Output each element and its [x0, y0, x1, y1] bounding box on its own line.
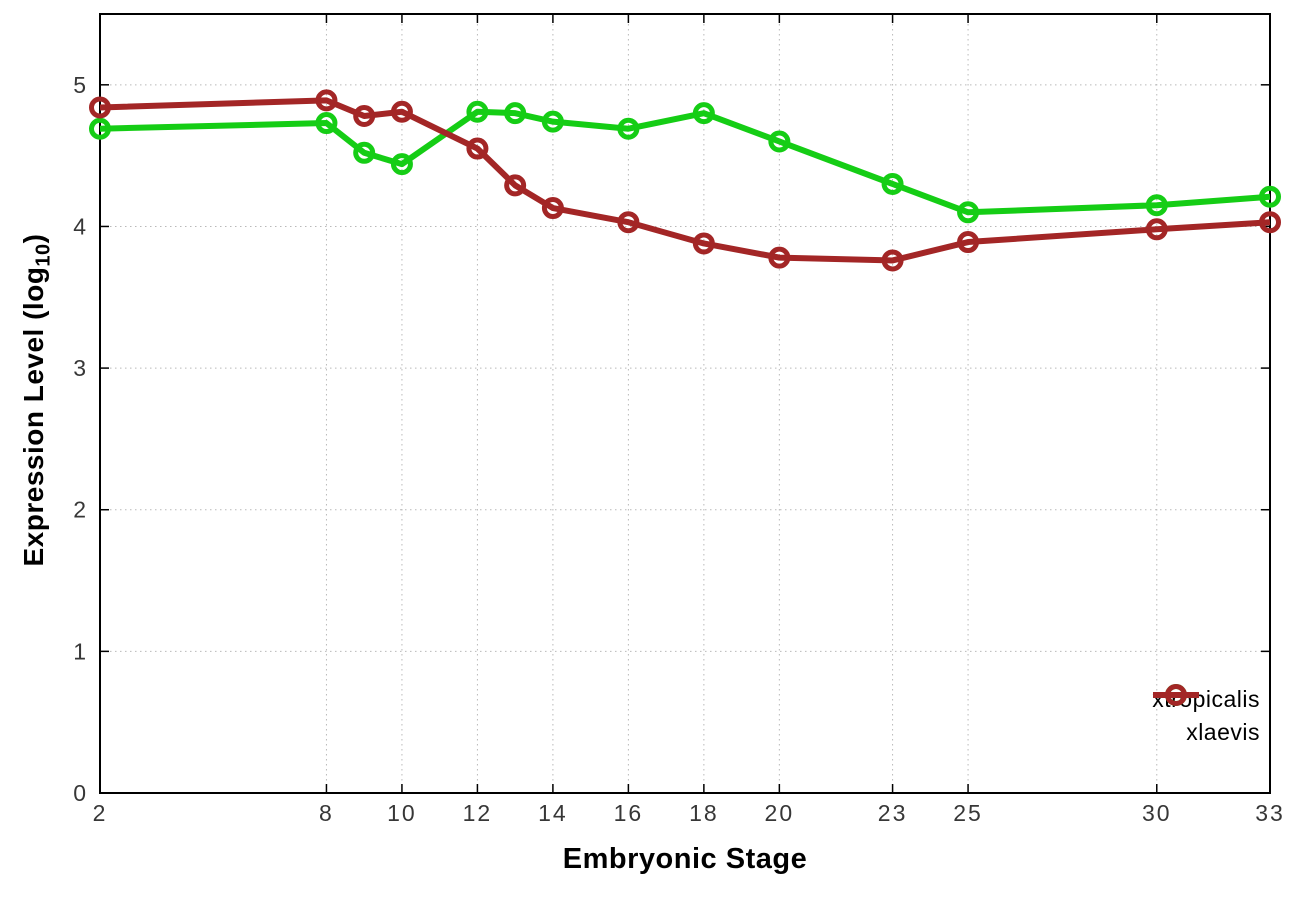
y-tick-label-4: 4 [73, 213, 88, 239]
x-tick-label-18: 18 [689, 800, 719, 826]
data-point-xtropicalis-25 [957, 201, 980, 224]
data-point-xlaevis-13 [504, 174, 527, 197]
y-tick-label-1: 1 [73, 638, 88, 664]
data-point-xtropicalis-13 [504, 102, 527, 125]
data-point-xtropicalis-14 [541, 110, 564, 133]
legend-point-sample [1165, 684, 1188, 706]
y-tick-label-2: 2 [73, 497, 88, 523]
data-point-xlaevis-20 [768, 246, 791, 269]
plot-border [99, 13, 1271, 794]
y-tick-label-5: 5 [73, 72, 88, 98]
data-point-xlaevis-16 [617, 211, 640, 234]
data-point-xtropicalis-10 [390, 153, 413, 176]
legend: xtropicalis xlaevis [1152, 683, 1260, 749]
data-point-xlaevis-18 [692, 232, 715, 255]
x-tick-label-10: 10 [387, 800, 417, 826]
x-tick-label-23: 23 [878, 800, 908, 826]
data-point-xtropicalis-16 [617, 117, 640, 140]
x-tick-label-12: 12 [463, 800, 493, 826]
x-tick-label-2: 2 [93, 800, 108, 826]
x-tick-label-14: 14 [538, 800, 568, 826]
data-point-xtropicalis-8 [315, 112, 338, 135]
legend-label-xlaevis: xlaevis [1186, 719, 1260, 745]
y-axis-title-text: Expression Level (log [18, 266, 49, 567]
data-point-xtropicalis-30 [1145, 194, 1168, 217]
x-tick-label-25: 25 [953, 800, 983, 826]
data-point-xlaevis-25 [957, 231, 980, 254]
data-point-xtropicalis-2 [89, 117, 111, 140]
x-tick-label-16: 16 [614, 800, 644, 826]
data-point-xlaevis-14 [541, 197, 564, 220]
y-axis-title-subscript: 10 [32, 243, 55, 267]
series-line-xtropicalis [99, 108, 1271, 216]
data-point-xlaevis-30 [1145, 218, 1168, 241]
data-point-xtropicalis-12 [466, 100, 489, 123]
data-point-xlaevis-2 [89, 96, 111, 119]
x-tick-label-20: 20 [765, 800, 795, 826]
x-tick-label-8: 8 [319, 800, 334, 826]
legend-marker-xlaevis-icon [1153, 684, 1200, 706]
y-tick-label-3: 3 [73, 355, 88, 381]
legend-item-xlaevis: xlaevis [1152, 684, 1260, 749]
data-point-xtropicalis-33 [1259, 185, 1281, 208]
y-tick-label-0: 0 [73, 780, 88, 806]
y-axis-title: Expression Level (log10) [17, 190, 55, 610]
y-axis-title-suffix: ) [18, 233, 49, 244]
x-axis-title: Embryonic Stage [562, 843, 808, 875]
data-point-xtropicalis-23 [881, 172, 904, 195]
data-point-xlaevis-10 [390, 100, 413, 123]
data-point-xlaevis-8 [315, 89, 338, 112]
data-point-xlaevis-23 [881, 249, 904, 272]
data-point-xlaevis-12 [466, 137, 489, 160]
data-point-xtropicalis-20 [768, 130, 791, 153]
data-point-xlaevis-9 [353, 104, 376, 127]
x-tick-label-30: 30 [1142, 800, 1172, 826]
data-point-xtropicalis-9 [353, 141, 376, 164]
data-point-xtropicalis-18 [692, 102, 715, 125]
x-tick-label-33: 33 [1255, 800, 1285, 826]
data-point-xlaevis-33 [1259, 211, 1281, 234]
